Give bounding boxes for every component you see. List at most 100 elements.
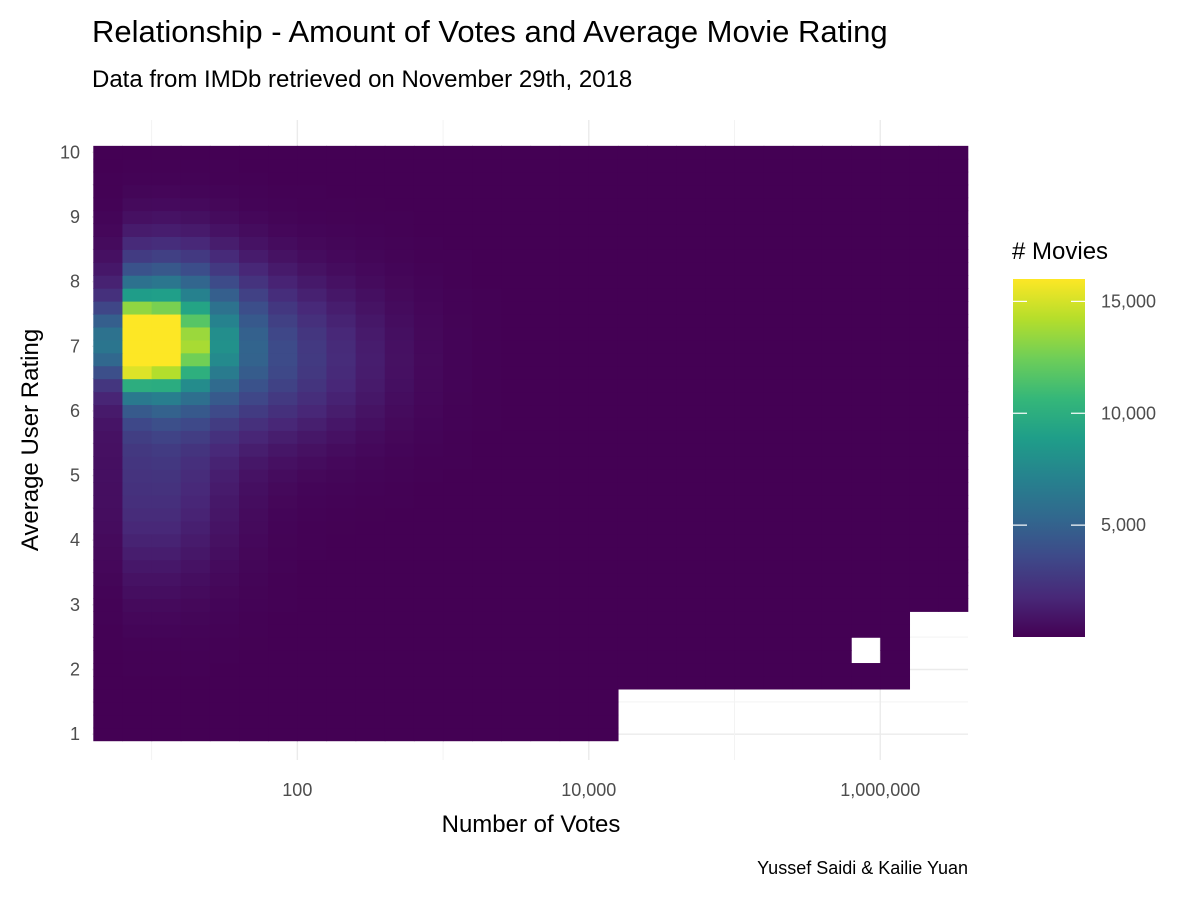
heatmap-cell (122, 158, 153, 173)
heatmap-cell (705, 585, 736, 599)
heatmap-cell (851, 313, 881, 328)
heatmap-cell (413, 507, 444, 522)
heatmap-cell (268, 365, 298, 380)
heatmap-cell (559, 417, 590, 431)
heatmap-cell (647, 546, 677, 561)
heatmap-cell (209, 404, 240, 418)
heatmap-cell (880, 223, 911, 237)
heatmap-cell (443, 714, 473, 729)
heatmap-cell (880, 171, 911, 186)
heatmap-cell (151, 456, 182, 470)
heatmap-cell (355, 507, 386, 522)
heatmap-cell (413, 404, 444, 418)
heatmap-cell (297, 249, 328, 263)
heatmap-cell (268, 223, 298, 237)
heatmap-cell (326, 236, 357, 250)
heatmap-cell (647, 611, 677, 625)
heatmap-cell (617, 210, 648, 225)
heatmap-cell (676, 313, 706, 328)
heatmap-cell (763, 494, 794, 509)
heatmap-cell (909, 598, 940, 612)
heatmap-cell (530, 585, 561, 599)
heatmap-cell (384, 313, 415, 328)
heatmap-cell (326, 210, 357, 225)
heatmap-cell (355, 430, 386, 444)
heatmap-cell (443, 313, 473, 328)
heatmap-cell (938, 262, 969, 276)
heatmap-cell (909, 585, 940, 599)
heatmap-cell (530, 675, 561, 690)
heatmap-cell (268, 675, 298, 690)
heatmap-cell (676, 494, 706, 509)
heatmap-cell (559, 482, 590, 496)
heatmap-cell (180, 158, 211, 173)
heatmap-cell (297, 210, 328, 225)
heatmap-cell (384, 714, 415, 729)
heatmap-cell (209, 145, 240, 160)
heatmap-cell (880, 391, 911, 406)
heatmap-cell (763, 650, 794, 664)
heatmap-cell (297, 701, 328, 716)
y-tick-label: 2 (70, 659, 80, 679)
heatmap-cell (763, 313, 794, 328)
heatmap-cell (297, 727, 328, 742)
heatmap-cell (880, 572, 911, 587)
heatmap-cell (501, 559, 532, 574)
heatmap-cell (151, 430, 182, 444)
heatmap-cell (297, 482, 328, 496)
x-tick-label: 10,000 (561, 780, 616, 800)
heatmap-cell (151, 650, 182, 664)
heatmap-cell (239, 197, 269, 212)
heatmap-cell (559, 288, 590, 302)
heatmap-cell (501, 494, 532, 509)
heatmap-cell (821, 456, 852, 470)
x-tick-label: 1,000,000 (840, 780, 920, 800)
heatmap-cell (617, 275, 648, 289)
y-axis-ticks: 1 2 3 4 5 6 7 8 9 10 (60, 142, 80, 744)
heatmap-cell (909, 391, 940, 406)
heatmap-cell (209, 249, 240, 263)
heatmap-cell (501, 223, 532, 237)
heatmap-cell (122, 572, 153, 587)
heatmap-cell (821, 313, 852, 328)
heatmap-cell (501, 637, 532, 651)
heatmap-cell (676, 572, 706, 587)
heatmap-cell (93, 727, 124, 742)
heatmap-cell (355, 262, 386, 276)
heatmap-cell (821, 598, 852, 612)
heatmap-cell (180, 288, 211, 302)
heatmap-cell (326, 572, 357, 587)
heatmap-cell (588, 598, 619, 612)
heatmap-cell (326, 533, 357, 548)
heatmap-cell (559, 378, 590, 393)
heatmap-cell (559, 262, 590, 276)
heatmap-cell (443, 494, 473, 509)
heatmap-cell (617, 378, 648, 393)
heatmap-cell (297, 456, 328, 470)
heatmap-cell (821, 391, 852, 406)
heatmap-cell (268, 482, 298, 496)
heatmap-cell (880, 210, 911, 225)
heatmap-cell (384, 533, 415, 548)
chart-title: Relationship - Amount of Votes and Avera… (92, 14, 888, 49)
heatmap-cell (530, 378, 561, 393)
heatmap-cell (413, 378, 444, 393)
heatmap-cell (559, 701, 590, 716)
heatmap-cell (588, 585, 619, 599)
heatmap-cell (93, 184, 124, 199)
heatmap-cell (93, 339, 124, 354)
heatmap-cell (180, 675, 211, 690)
heatmap-cell (355, 145, 386, 160)
heatmap-cell (355, 559, 386, 574)
heatmap-cell (821, 494, 852, 509)
heatmap-cell (821, 675, 852, 690)
heatmap-cell (588, 456, 619, 470)
heatmap-cell (443, 688, 473, 703)
heatmap-cell (151, 352, 182, 367)
heatmap-cell (705, 456, 736, 470)
heatmap-cell (530, 210, 561, 225)
heatmap-cell (530, 275, 561, 289)
heatmap-cell (297, 288, 328, 302)
heatmap-cell (501, 469, 532, 483)
heatmap-cell (792, 197, 823, 212)
